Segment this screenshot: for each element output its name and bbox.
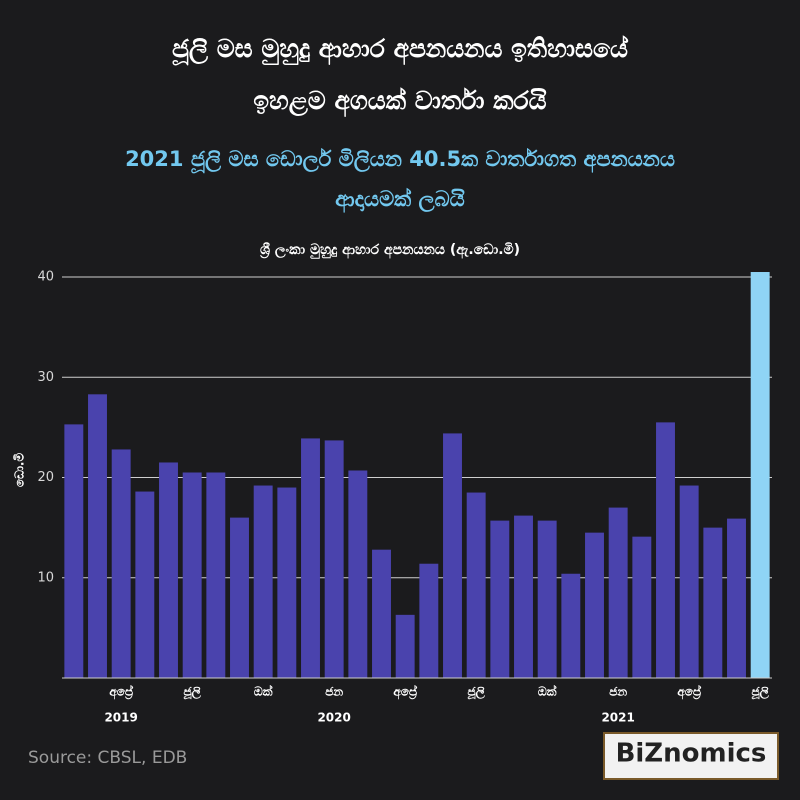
bar <box>679 485 699 678</box>
bar <box>395 614 415 678</box>
y-tick-label: 30 <box>37 370 54 385</box>
x-tick-label: අප්‍රේ <box>393 684 418 700</box>
x-tick-label: ජන <box>325 685 343 699</box>
bar <box>656 422 675 678</box>
y-tick-label: 40 <box>37 270 54 285</box>
x-tick-label: ජන <box>609 685 627 699</box>
y-tick-label: 20 <box>37 470 54 485</box>
bar <box>182 472 202 678</box>
bar <box>608 507 628 678</box>
x-tick-label: ජූලි <box>752 685 770 701</box>
source: Source: CBSL, EDB <box>28 748 187 768</box>
bar <box>88 394 107 678</box>
bar <box>585 532 604 678</box>
chart-subtitle: ආදායමක් ලබයි <box>335 187 464 213</box>
bar <box>111 449 131 678</box>
x-tick-label: අප්‍රේ <box>109 684 134 700</box>
chart-title: ජූලි මස මුහුදු ආහාර අපනයනය ඉතිහාසයේ <box>172 34 629 67</box>
bar <box>750 272 770 678</box>
bar <box>632 536 652 678</box>
bar <box>490 520 510 678</box>
bar <box>561 573 581 678</box>
y-tick-label: 10 <box>37 570 54 585</box>
x-tick-label: අප්‍රේ <box>677 684 702 700</box>
bar <box>466 492 486 678</box>
plot-title: ශ්‍රී ලංකා මුහුදු ආහාර අපනයනය (ඇ.ඩො.මි) <box>260 242 520 260</box>
bar <box>537 520 557 678</box>
y-axis-label: ඩො.මි <box>13 453 27 488</box>
bar <box>348 470 368 678</box>
bar <box>230 517 249 678</box>
bar <box>64 424 84 678</box>
bar <box>301 438 320 678</box>
bar <box>159 462 178 678</box>
x-year-label: 2021 <box>601 711 634 725</box>
bar <box>727 518 746 678</box>
x-year-label: 2020 <box>317 711 350 725</box>
bar <box>443 433 462 678</box>
x-tick-label: ජූලි <box>184 685 202 701</box>
bar <box>419 563 439 678</box>
bar <box>277 487 297 678</box>
bar <box>324 440 344 678</box>
x-tick-label: ජූලි <box>468 685 486 701</box>
x-tick-label: ඔක් <box>538 684 557 698</box>
chart-subtitle: 2021 ජූලි මස ඩොලර් මිලියන 40.5ක වාර්තාගත… <box>125 147 675 174</box>
bar <box>135 491 155 678</box>
bar <box>514 515 533 678</box>
bar <box>253 485 273 678</box>
chart-title: ඉහළම අගයක් වාර්තා කරයි <box>253 86 546 117</box>
logo-box <box>603 732 779 780</box>
bar <box>703 527 723 678</box>
x-year-label: 2019 <box>104 711 137 725</box>
bar <box>206 472 226 678</box>
x-tick-label: ඔක් <box>254 684 273 698</box>
bar <box>372 549 391 678</box>
logo: BiZnomics <box>616 739 767 769</box>
